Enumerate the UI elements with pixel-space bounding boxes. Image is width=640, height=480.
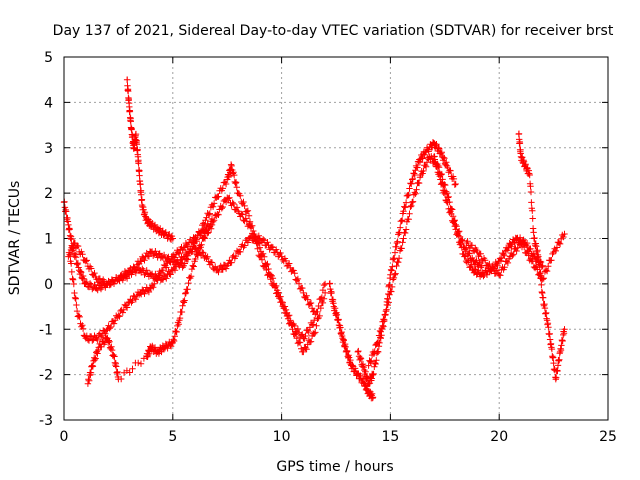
x-tick-label: 10 bbox=[273, 429, 291, 445]
series-10 bbox=[515, 130, 568, 383]
series-10-markers bbox=[515, 130, 568, 383]
ticks: 0 5 10 15 20 25 -3 -2 -1 0 1 2 3 4 5 bbox=[39, 50, 617, 445]
y-tick-label: 5 bbox=[44, 50, 53, 66]
series-11-markers bbox=[463, 230, 568, 283]
y-tick-label: -2 bbox=[39, 368, 53, 384]
series-4 bbox=[123, 76, 176, 243]
y-tick-label: 3 bbox=[44, 141, 53, 157]
data-points bbox=[60, 76, 568, 402]
series-3 bbox=[65, 232, 318, 315]
y-tick-label: -1 bbox=[39, 322, 53, 338]
series-5-markers bbox=[84, 221, 216, 387]
x-tick-label: 5 bbox=[168, 429, 177, 445]
y-tick-label: 4 bbox=[44, 95, 53, 111]
y-tick-label: 2 bbox=[44, 186, 53, 202]
x-tick-label: 0 bbox=[60, 429, 69, 445]
x-tick-label: 15 bbox=[381, 429, 399, 445]
x-tick-label: 20 bbox=[490, 429, 508, 445]
chart-title: Day 137 of 2021, Sidereal Day-to-day VTE… bbox=[53, 23, 614, 39]
y-tick-label: 0 bbox=[44, 277, 53, 293]
series-6 bbox=[326, 280, 377, 402]
series-6-markers bbox=[326, 280, 377, 402]
series-4-markers bbox=[123, 76, 176, 243]
y-axis-label: SDTVAR / TECUs bbox=[7, 181, 23, 296]
x-axis-label: GPS time / hours bbox=[276, 459, 393, 475]
series-3-markers bbox=[65, 232, 318, 315]
y-tick-label: -3 bbox=[39, 413, 53, 429]
x-tick-label: 25 bbox=[599, 429, 617, 445]
series-11 bbox=[463, 230, 568, 283]
series-5 bbox=[84, 221, 216, 387]
plot-frame bbox=[63, 56, 609, 421]
y-tick-label: 1 bbox=[44, 232, 53, 248]
